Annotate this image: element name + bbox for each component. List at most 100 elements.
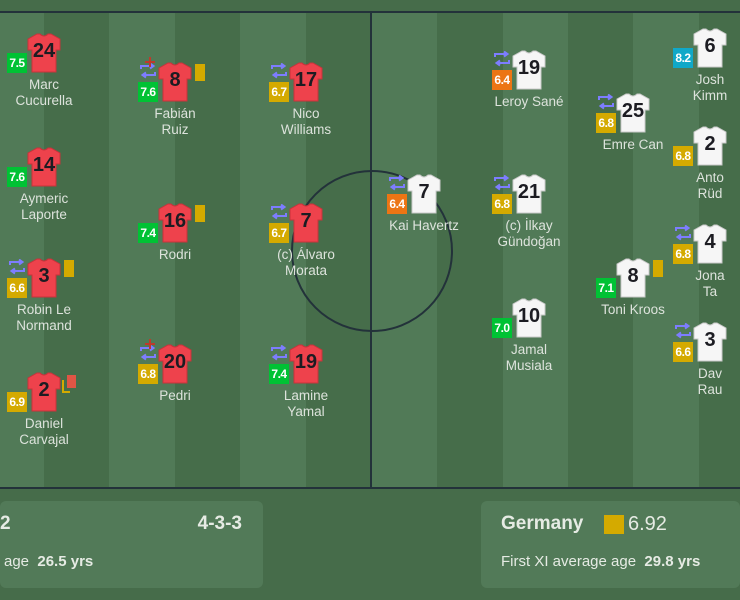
player-rating: 6.6 <box>673 342 693 362</box>
player-away[interactable]: 4 6.8 Jona Ta <box>673 224 740 324</box>
player-name: Dav Rau <box>698 366 723 397</box>
player-name: Pedri <box>159 388 191 404</box>
player-name-line: (c) Álvaro <box>277 247 335 262</box>
player-home[interactable]: 14 7.6 Aymeric Laporte <box>7 147 74 247</box>
player-home[interactable]: 17 6.7 Nico Williams <box>269 62 336 162</box>
player-name-line: Williams <box>280 121 332 137</box>
player-rating: 6.4 <box>387 194 407 214</box>
player-name: Anto Rüd <box>696 170 724 201</box>
player-name: Lamine Yamal <box>284 388 328 419</box>
home-average-age: age 26.5 yrs <box>4 553 93 570</box>
away-age-value: 29.8 yrs <box>644 553 701 570</box>
player-name-line: Nico <box>292 106 320 121</box>
player-home[interactable]: 7 6.7 (c) Álvaro Morata <box>269 203 336 303</box>
jersey-number: 3 <box>38 265 50 287</box>
player-away[interactable]: 6 8.2 Josh Kimm <box>673 28 740 128</box>
player-away[interactable]: 8 7.1 Toni Kroos <box>596 258 665 358</box>
player-away[interactable]: 19 6.4 Leroy Sané <box>492 50 564 150</box>
injury-icon <box>145 336 155 354</box>
home-age-value: 26.5 yrs <box>37 553 94 570</box>
player-home[interactable]: 20 6.8 Pedri <box>138 339 205 444</box>
center-circle <box>291 170 453 332</box>
away-age-label: First XI average age <box>501 553 637 570</box>
player-away[interactable]: 7 6.4 Kai Havertz <box>387 174 459 274</box>
player-away[interactable]: 21 6.8 (c) İlkay Gündoğan <box>492 174 561 274</box>
player-name-line: Normand <box>16 317 72 333</box>
player-name-line: Leroy Sané <box>494 94 564 109</box>
substitution-icon <box>388 174 406 196</box>
away-team-name: Germany <box>501 513 584 534</box>
player-name: Fabián Ruiz <box>154 106 195 137</box>
player-name-line: Daniel <box>24 416 64 431</box>
player-rating: 6.7 <box>269 223 289 243</box>
player-rating: 7.4 <box>138 223 158 243</box>
player-home[interactable]: 16 7.4 Rodri <box>138 203 205 303</box>
player-name: Marc Cucurella <box>15 77 72 108</box>
player-home[interactable]: 3 6.6 Robin Le Normand <box>7 258 74 358</box>
jersey-icon: 21 <box>512 174 546 214</box>
player-name-line: Gündoğan <box>497 233 561 249</box>
player-name-line: Jamal <box>510 342 547 357</box>
home-summary-panel: 2 4-3-3 age 26.5 yrs <box>0 501 263 588</box>
player-rating: 6.8 <box>673 244 693 264</box>
away-summary-panel: Germany 6.92 First XI average age 29.8 y… <box>481 501 740 588</box>
jersey-number: 7 <box>300 210 312 232</box>
jersey-icon: 4 <box>693 224 727 264</box>
substitution-icon <box>270 344 288 366</box>
player-name-line: Musiala <box>505 357 553 373</box>
player-name: Toni Kroos <box>601 302 665 318</box>
player-name-line: Anto <box>696 170 724 185</box>
jersey-number: 19 <box>517 57 541 79</box>
home-summary-title: 2 <box>0 513 11 534</box>
jersey-number: 6 <box>704 35 716 57</box>
player-name: Kai Havertz <box>389 218 459 234</box>
player-home[interactable]: 24 7.5 Marc Cucurella <box>7 33 74 133</box>
player-rating: 7.6 <box>7 167 27 187</box>
player-name: Daniel Carvajal <box>19 416 69 447</box>
player-name-line: Toni Kroos <box>601 302 665 317</box>
player-rating: 7.0 <box>492 318 512 338</box>
jersey-icon: 3 <box>27 258 61 298</box>
substitution-icon <box>493 50 511 72</box>
substitution-icon <box>270 62 288 84</box>
player-rating: 6.9 <box>7 392 27 412</box>
jersey-number: 17 <box>294 69 318 91</box>
jersey-number: 21 <box>517 181 541 203</box>
player-rating: 6.8 <box>492 194 512 214</box>
yellow-card-icon <box>195 205 205 222</box>
player-name: (c) Álvaro Morata <box>277 247 335 278</box>
jersey-number: 24 <box>32 40 56 62</box>
jersey-icon: 25 <box>616 93 650 133</box>
substitution-icon <box>139 344 157 366</box>
player-name-line: Fabián <box>154 106 196 121</box>
jersey-icon: 8 <box>158 62 192 102</box>
substitution-icon <box>674 224 692 246</box>
player-name-line: Laporte <box>21 206 67 222</box>
player-away[interactable]: 10 7.0 Jamal Musiala <box>492 298 559 398</box>
player-away[interactable]: 25 6.8 Emre Can <box>596 93 664 193</box>
away-team-rating: 6.92 <box>628 513 667 535</box>
player-name-line: Rüd <box>697 185 723 201</box>
jersey-number: 14 <box>32 154 56 176</box>
jersey-number: 20 <box>163 351 187 373</box>
player-name: Robin Le Normand <box>16 302 72 333</box>
player-name-line: Aymeric <box>19 191 69 206</box>
player-home[interactable]: 8 7.6 Fabián Ruiz <box>138 57 205 162</box>
player-name-line: Marc <box>29 77 59 92</box>
player-away[interactable]: 3 6.6 Dav Rau <box>673 322 740 422</box>
player-home[interactable]: 2 6.9 Daniel Carvajal <box>7 372 76 472</box>
jersey-icon: 6 <box>693 28 727 68</box>
player-name-line: Carvajal <box>19 431 69 447</box>
player-rating: 6.8 <box>673 146 693 166</box>
player-home[interactable]: 19 7.4 Lamine Yamal <box>269 344 336 444</box>
jersey-number: 8 <box>169 69 181 91</box>
jersey-icon: 14 <box>27 147 61 187</box>
player-name-line: Pedri <box>159 388 191 403</box>
player-away[interactable]: 2 6.8 Anto Rüd <box>673 126 740 226</box>
jersey-number: 7 <box>418 181 430 203</box>
jersey-number: 25 <box>621 100 645 122</box>
substitution-icon <box>674 322 692 344</box>
player-rating: 6.7 <box>269 82 289 102</box>
player-name-line: Rau <box>697 381 723 397</box>
player-name-line: Emre Can <box>602 137 664 152</box>
